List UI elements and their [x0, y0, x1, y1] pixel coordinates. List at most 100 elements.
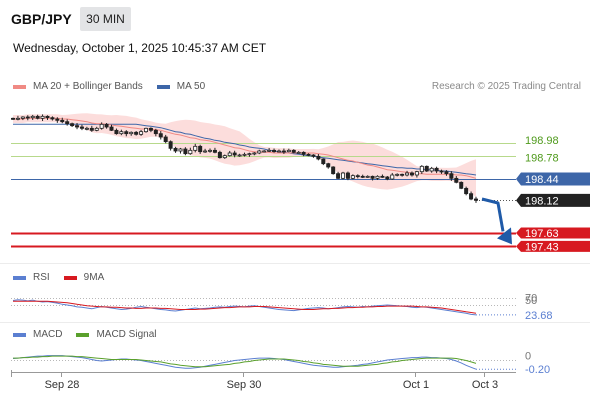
candle-body [252, 152, 257, 155]
support-label-tag [516, 240, 590, 252]
credit-label: Research © 2025 Trading Central [431, 81, 581, 92]
candle-body [50, 117, 55, 120]
candle-body [257, 150, 262, 154]
candle-body [439, 170, 444, 173]
timeframe-button[interactable]: 30 MIN [80, 7, 131, 31]
candle-body [158, 133, 163, 138]
candle-body [94, 127, 99, 131]
candle-body [208, 149, 213, 152]
candle-body [459, 181, 464, 189]
candle-body [405, 172, 410, 176]
candle-body [40, 115, 45, 119]
candle-body [30, 115, 35, 119]
candle-body [375, 175, 380, 179]
candle-body [139, 131, 144, 135]
current-price-label: 198.12 [525, 195, 559, 207]
candle-body [326, 163, 331, 168]
candle-body [193, 145, 198, 151]
candle-body [119, 131, 124, 135]
candle-body [321, 158, 326, 165]
candle-body [148, 127, 153, 131]
candle-body [104, 123, 109, 128]
candle-body [134, 131, 139, 135]
candle-body [222, 155, 227, 159]
rsi-current-value: 23.68 [525, 310, 553, 322]
candle-body [25, 116, 30, 119]
candle-body [296, 151, 301, 154]
resistance-label: 198.78 [525, 152, 559, 164]
candles [10, 114, 478, 203]
candle-body [198, 145, 203, 153]
candle-body [163, 136, 168, 143]
candle-body [114, 129, 119, 135]
candle-body [109, 126, 114, 131]
candle-body [341, 172, 346, 179]
candle-body [331, 166, 336, 175]
rsi-tick-50: 50 [525, 295, 537, 307]
macd-swatch [13, 332, 26, 337]
pivot-label-tag [516, 172, 590, 186]
support-label: 197.63 [525, 228, 559, 240]
candle-body [454, 177, 459, 183]
price-legend: MA 20 + Bollinger Bands MA 50 [13, 81, 205, 92]
macd-legend: MACD MACD Signal [13, 329, 156, 340]
candle-body [395, 173, 400, 176]
candle-body [70, 123, 75, 127]
candle-body [316, 155, 321, 160]
candle-body [188, 149, 193, 155]
rsi-9ma-line [13, 300, 477, 314]
rsi-swatch [13, 275, 26, 280]
candle-body [143, 127, 148, 133]
legend-rsi-9ma-label: 9MA [83, 272, 105, 283]
candle-body [301, 151, 306, 155]
time-tick-label: Oct 3 [472, 379, 498, 391]
candle-body [45, 115, 50, 119]
candle-body [75, 125, 80, 128]
candle-body [217, 151, 222, 159]
candle-body [129, 131, 134, 135]
candle-body [473, 198, 478, 201]
candle-body [20, 116, 25, 119]
candle-body [400, 173, 405, 176]
candle-body [464, 187, 469, 195]
resistance-label: 198.98 [525, 135, 559, 147]
candle-body [291, 149, 296, 153]
candle-body [99, 123, 104, 129]
legend-macd-signal-label: MACD Signal [96, 329, 157, 340]
candle-body [212, 149, 217, 153]
candle-body [380, 175, 385, 178]
macd-tick-0: 0 [525, 351, 531, 363]
candle-body [247, 153, 252, 156]
time-tick-label: Oct 1 [403, 379, 429, 391]
macd-line [12, 355, 477, 370]
candle-body [60, 119, 65, 123]
candle-body [124, 131, 129, 135]
candle-body [419, 165, 424, 173]
candle-body [444, 171, 449, 175]
candle-body [10, 117, 15, 120]
candle-body [65, 121, 70, 125]
macd-signal-line [13, 355, 477, 368]
candle-body [345, 172, 350, 179]
support-label-tag [516, 227, 590, 239]
candle-body [469, 193, 474, 200]
candle-body [79, 126, 84, 129]
ma50-line [13, 123, 477, 176]
candle-body [390, 174, 395, 180]
candle-body [267, 149, 272, 152]
support-label: 197.43 [525, 241, 559, 253]
legend-rsi-label: RSI [33, 272, 50, 283]
legend-ma50-label: MA 50 [176, 81, 206, 92]
candle-body [306, 153, 311, 156]
rsi-9ma-swatch [63, 275, 77, 280]
legend-ma20-label: MA 20 + Bollinger Bands [33, 81, 143, 92]
candle-body [370, 175, 375, 179]
candle-body [286, 149, 291, 153]
candle-body [84, 127, 89, 130]
candle-body [242, 153, 247, 156]
candle-body [409, 172, 414, 176]
candle-body [336, 173, 341, 179]
candle-body [272, 149, 277, 153]
candle-body [424, 165, 429, 172]
candle-body [281, 150, 286, 153]
